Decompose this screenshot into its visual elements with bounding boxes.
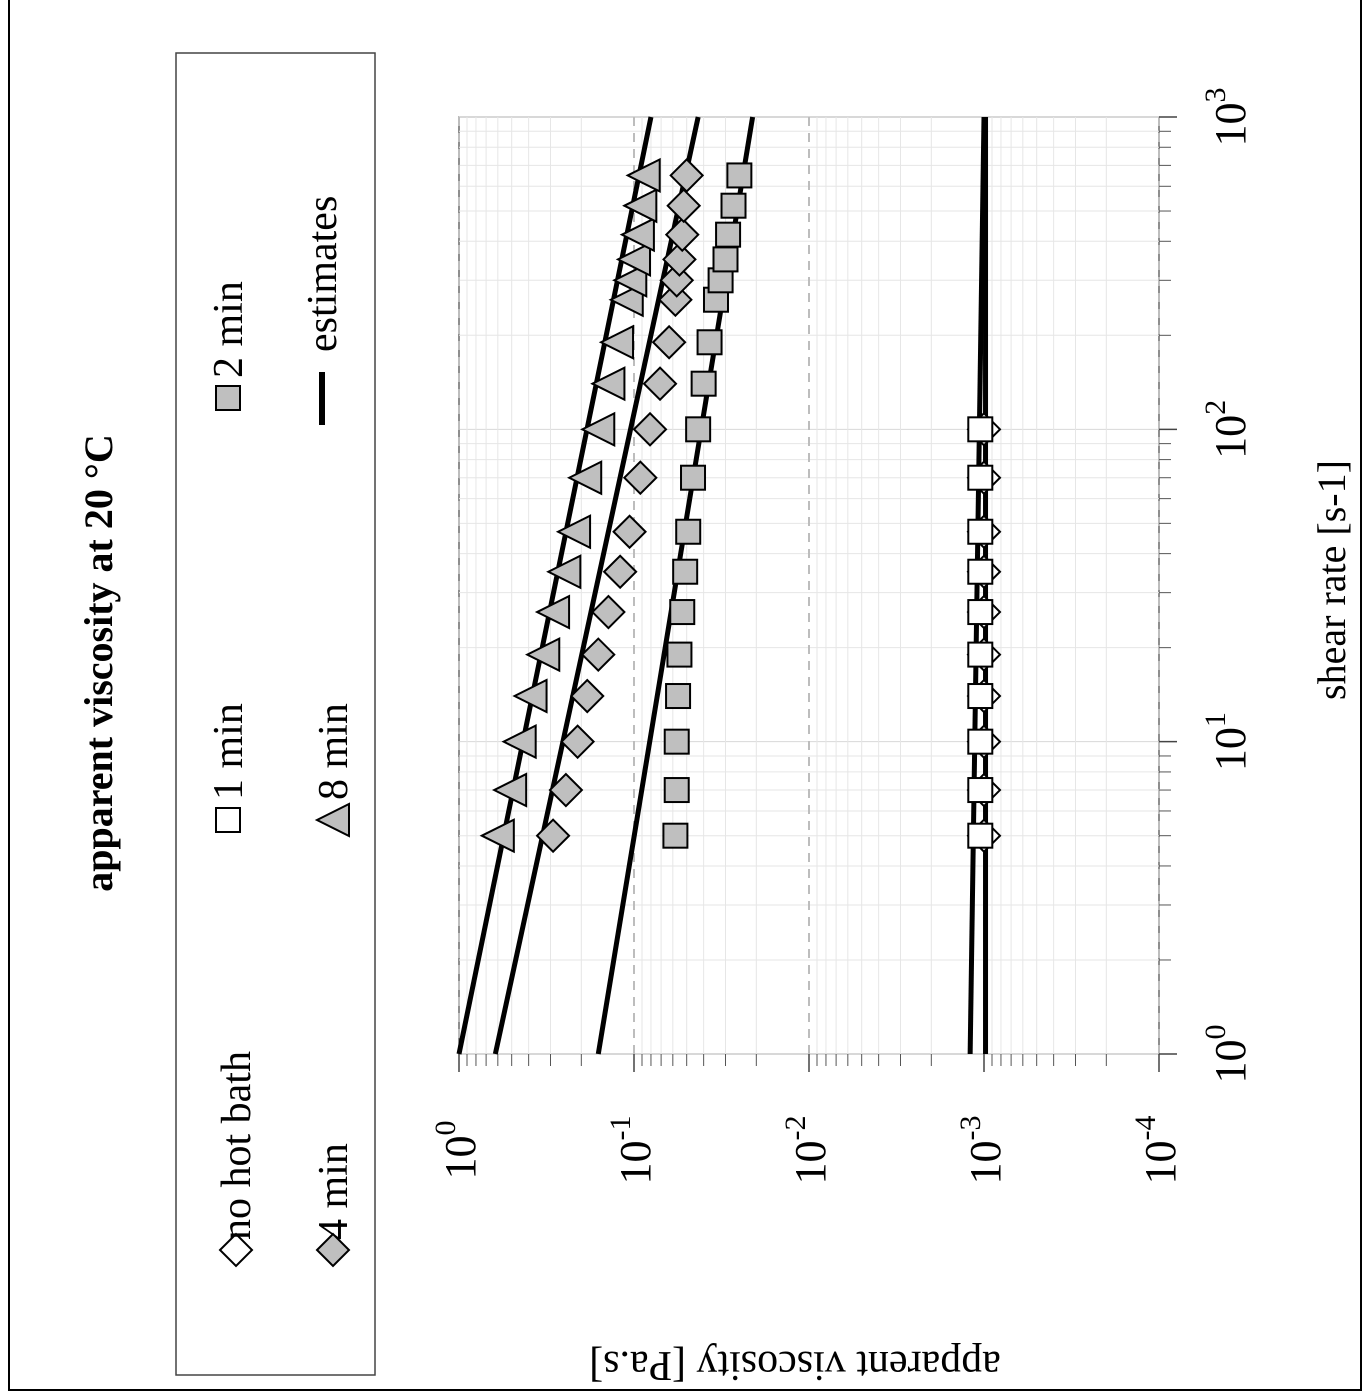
point-1-min	[967, 777, 994, 804]
legend-label-4-min: 4 min	[311, 1143, 357, 1240]
point-8-min	[501, 724, 537, 760]
estimate-line	[967, 116, 987, 1055]
point-2-min	[726, 162, 753, 189]
y-tick-label: 10-1	[604, 1116, 660, 1185]
y-axis-label: apparent viscosity [Pa.s]	[589, 1342, 1001, 1388]
point-8-min	[615, 241, 651, 278]
point-4-min	[580, 637, 616, 673]
x-tick-label: 103	[1199, 88, 1255, 147]
point-2-min	[669, 599, 696, 626]
point-2-min	[665, 683, 692, 710]
point-1-min	[967, 518, 994, 545]
point-1-min	[967, 683, 994, 710]
point-2-min	[715, 221, 742, 248]
point-8-min	[479, 818, 515, 854]
point-8-min	[625, 157, 661, 194]
point-4-min	[591, 594, 626, 630]
point-1-min	[967, 822, 994, 849]
legend: no hot bath 4 min 1 min 8 min 2 min estimates	[206, 196, 357, 1268]
point-2-min	[663, 728, 690, 755]
point-8-min	[512, 678, 548, 714]
point-2-min	[720, 192, 747, 219]
point-4-min	[642, 366, 678, 402]
point-1-min	[967, 464, 994, 491]
point-4-min	[612, 514, 647, 550]
point-8-min	[612, 262, 648, 298]
point-4-min	[664, 217, 700, 253]
point-4-min	[548, 772, 584, 808]
point-1-min	[967, 558, 994, 585]
point-4-min	[651, 324, 687, 360]
point-8-min	[491, 772, 528, 808]
legend-label-estimates: estimates	[300, 196, 346, 352]
point-8-min	[619, 217, 655, 253]
point-4-min	[569, 678, 605, 714]
legend-label-2-min: 2 min	[206, 281, 252, 378]
legend-label-no-hot-bath: no hot bath	[214, 1051, 260, 1240]
point-2-min	[666, 641, 693, 668]
point-8-min	[590, 366, 626, 402]
y-tick-label: 10-3	[954, 1116, 1010, 1185]
point-2-min	[690, 370, 717, 397]
point-8-min	[566, 460, 603, 496]
point-8-min	[608, 282, 644, 318]
legend-marker-1-min	[215, 807, 241, 833]
y-tick-label: 10-4	[1129, 1116, 1185, 1185]
point-2-min	[696, 329, 723, 356]
point-2-min	[663, 777, 690, 804]
x-axis-label: shear rate [s-1]	[1309, 460, 1354, 700]
point-4-min	[602, 554, 638, 590]
legend-marker-4-min	[315, 1232, 351, 1268]
estimate-line	[492, 116, 701, 1055]
point-2-min	[672, 558, 699, 585]
point-8-min	[546, 554, 582, 590]
x-tick-label: 102	[1199, 400, 1255, 459]
point-4-min	[669, 158, 705, 193]
point-8-min	[622, 188, 658, 224]
point-1-min	[967, 599, 994, 626]
point-2-min	[680, 464, 707, 491]
point-8-min	[525, 636, 561, 673]
point-1-min	[967, 728, 994, 755]
chart-title: apparent viscosity at 20 °C	[76, 434, 121, 891]
point-2-min	[685, 416, 712, 443]
data-points	[479, 157, 1002, 854]
point-4-min	[666, 188, 702, 224]
legend-marker-2-min	[215, 385, 241, 411]
legend-marker-no-hot-bath	[218, 1232, 254, 1268]
point-4-min	[632, 411, 668, 447]
point-8-min	[598, 324, 635, 360]
point-1-min	[967, 416, 994, 443]
legend-label-1-min: 1 min	[206, 703, 252, 800]
point-1-min	[967, 641, 994, 668]
point-4-min	[560, 724, 596, 760]
y-tick-label: 10-2	[779, 1116, 835, 1185]
point-4-min	[622, 460, 658, 496]
x-tick-label: 100	[1199, 1025, 1255, 1084]
point-2-min	[675, 518, 702, 545]
x-tick-label: 101	[1199, 712, 1255, 771]
legend-marker-8-min	[314, 802, 350, 838]
point-8-min	[580, 411, 616, 447]
legend-label-8-min: 8 min	[311, 703, 357, 800]
point-4-min	[662, 241, 697, 277]
legend-box	[175, 52, 376, 1376]
axes: 100 101 102 103 100 10-1 10-2 10-3 10-4	[429, 88, 1255, 1185]
point-2-min	[662, 822, 689, 849]
point-4-min	[535, 818, 571, 854]
point-8-min	[534, 594, 571, 630]
point-2-min	[712, 246, 739, 273]
point-4-min	[659, 262, 695, 298]
point-8-min	[555, 514, 592, 550]
y-tick-label: 100	[429, 1121, 485, 1180]
estimate-line	[456, 116, 654, 1055]
